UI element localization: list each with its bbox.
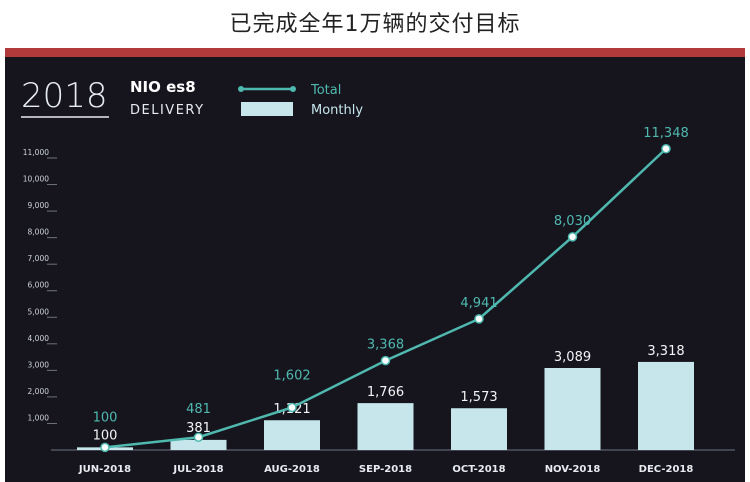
y-tick-label: 6,000 bbox=[28, 281, 50, 290]
y-tick-label: 9,000 bbox=[28, 201, 50, 210]
x-tick-label: JUL-2018 bbox=[172, 464, 223, 475]
page-headline: 已完成全年1万辆的交付目标 bbox=[229, 12, 521, 37]
monthly-bar bbox=[451, 408, 507, 450]
total-line: 100 481 1,602 3,368 4,941 8,030 11,348 bbox=[93, 126, 689, 453]
total-point-label: 100 bbox=[93, 410, 118, 425]
y-tick-label: 11,000 bbox=[23, 148, 49, 157]
total-point bbox=[193, 432, 204, 442]
legend-total-label: Total bbox=[310, 83, 341, 98]
total-point bbox=[380, 355, 391, 366]
total-point bbox=[567, 232, 578, 242]
monthly-bar-label: 3,318 bbox=[647, 344, 684, 359]
total-point-label: 481 bbox=[186, 402, 211, 417]
brand-logo: NIO es8 bbox=[130, 78, 196, 96]
total-point bbox=[661, 144, 671, 154]
total-point-label: 4,941 bbox=[460, 296, 497, 311]
total-point-label: 3,368 bbox=[367, 338, 404, 353]
x-axis: JUN-2018 JUL-2018 AUG-2018 SEP-2018 OCT-2018… bbox=[78, 464, 693, 475]
monthly-bar bbox=[264, 420, 320, 450]
y-tick-label: 2,000 bbox=[28, 387, 50, 396]
accent-bar bbox=[5, 48, 745, 57]
x-tick-label: AUG-2018 bbox=[264, 464, 320, 475]
total-point bbox=[474, 314, 484, 324]
monthly-bar-label: 100 bbox=[93, 428, 118, 443]
legend-total-marker-end bbox=[290, 86, 296, 92]
y-tick-label: 10,000 bbox=[23, 175, 49, 184]
legend-monthly-label: Monthly bbox=[311, 103, 363, 118]
monthly-bar bbox=[544, 368, 601, 450]
monthly-bar bbox=[357, 403, 414, 450]
x-tick-label: NOV-2018 bbox=[545, 464, 601, 475]
total-point bbox=[100, 442, 110, 453]
monthly-bar-label: 3,089 bbox=[554, 350, 591, 365]
total-point-label: 8,030 bbox=[554, 214, 591, 229]
legend-total-marker bbox=[238, 86, 244, 92]
y-tick-label: 1,000 bbox=[28, 413, 50, 422]
total-point-label: 11,348 bbox=[643, 126, 689, 141]
y-tick-label: 3,000 bbox=[28, 360, 50, 369]
total-point-label: 1,602 bbox=[273, 368, 310, 383]
legend-monthly-swatch bbox=[241, 102, 293, 116]
monthly-bar-label: 381 bbox=[186, 421, 211, 436]
legend: Total Monthly bbox=[238, 83, 363, 118]
y-tick-label: 7,000 bbox=[28, 254, 50, 263]
monthly-bar bbox=[170, 439, 227, 450]
x-tick-label: OCT-2018 bbox=[452, 464, 505, 475]
delivery-chart: 2018 NIO es8 DELIVERY Total Monthly 1,00… bbox=[21, 76, 735, 475]
brand-subtitle: DELIVERY bbox=[130, 103, 205, 118]
y-tick-label: 4,000 bbox=[28, 334, 50, 343]
total-point bbox=[287, 402, 297, 413]
x-tick-label: SEP-2018 bbox=[359, 464, 412, 475]
monthly-bar-label: 1,573 bbox=[460, 390, 497, 405]
x-tick-label: DEC-2018 bbox=[639, 464, 694, 475]
monthly-bar bbox=[638, 361, 694, 450]
year-label: 2018 bbox=[21, 76, 108, 116]
x-tick-label: JUN-2018 bbox=[78, 464, 131, 475]
y-tick-label: 5,000 bbox=[28, 307, 50, 316]
monthly-bar-label: 1,766 bbox=[367, 385, 404, 400]
y-tick-label: 8,000 bbox=[28, 228, 50, 237]
